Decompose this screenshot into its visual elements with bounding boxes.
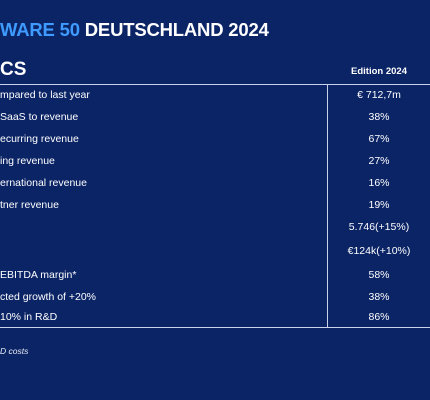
row-label: mpared to last year	[0, 89, 90, 101]
row-value: 16%	[368, 177, 390, 189]
column-heading: Edition 2024	[351, 66, 407, 77]
table-row: tner revenue 19%	[0, 194, 430, 216]
slide-headline: WARE 50 DEUTSCHLAND 2024	[0, 19, 269, 41]
row-label: ecurring revenue	[0, 133, 79, 145]
row-value: 86%	[368, 311, 390, 323]
row-value: 67%	[368, 133, 390, 145]
table-row: €124k(+10%)	[0, 240, 430, 262]
row-label: ernational revenue	[0, 177, 87, 189]
row-label: EBITDA margin*	[0, 269, 77, 281]
table-row: ing revenue 27%	[0, 150, 430, 172]
table-column-divider	[327, 84, 328, 328]
row-value: 27%	[368, 155, 390, 167]
row-value: 19%	[368, 199, 390, 211]
table-row: 5.746(+15%)	[0, 216, 430, 238]
footnote: D costs	[0, 346, 29, 356]
table-top-rule	[0, 84, 430, 85]
row-label: 10% in R&D	[0, 311, 58, 323]
table-row: ecurring revenue 67%	[0, 128, 430, 150]
table-row: ernational revenue 16%	[0, 172, 430, 194]
row-value: €124k(+10%)	[347, 245, 411, 257]
headline-rest: DEUTSCHLAND 2024	[79, 19, 269, 40]
row-label: cted growth of +20%	[0, 291, 97, 303]
row-value: 38%	[368, 111, 390, 123]
table-bottom-rule	[0, 327, 430, 328]
table-row: EBITDA margin* 58%	[0, 264, 430, 286]
row-value: 58%	[368, 269, 390, 281]
row-value: € 712,7m	[357, 89, 401, 101]
section-title: CS	[0, 59, 27, 80]
table-row: cted growth of +20% 38%	[0, 286, 430, 308]
row-label: tner revenue	[0, 199, 59, 211]
table-row: 10% in R&D 86%	[0, 306, 430, 328]
row-label: SaaS to revenue	[0, 111, 79, 123]
row-value: 38%	[368, 291, 390, 303]
table-row: SaaS to revenue 38%	[0, 106, 430, 128]
row-value: 5.746(+15%)	[348, 221, 410, 233]
row-label: ing revenue	[0, 155, 55, 167]
headline-accent: WARE 50	[0, 19, 80, 40]
table-row: mpared to last year € 712,7m	[0, 84, 430, 106]
